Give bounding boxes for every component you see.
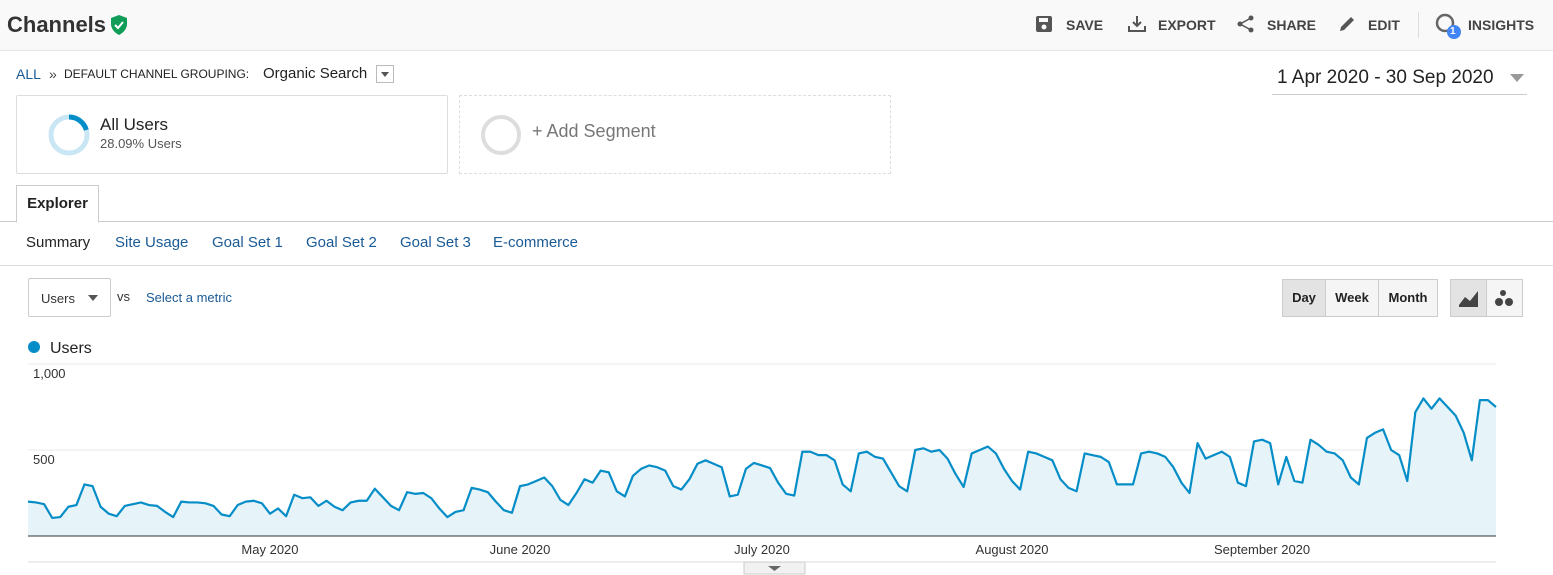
subtab[interactable]: Goal Set 2 — [306, 234, 377, 251]
segment-card[interactable]: All Users 28.09% Users — [16, 95, 448, 174]
motion-chart-toggle[interactable] — [1486, 279, 1523, 317]
x-tick-label: September 2020 — [1214, 542, 1310, 557]
tab-line — [0, 221, 1553, 222]
breadcrumb-grouping: DEFAULT CHANNEL GROUPING: — [64, 67, 250, 81]
header-bar: Channels SAVE EXPORT SHARE EDIT 1 INSIGH… — [0, 0, 1553, 51]
area-fill — [28, 398, 1496, 536]
x-tick-label: August 2020 — [976, 542, 1049, 557]
export-button[interactable]: EXPORT — [1158, 17, 1216, 33]
share-icon[interactable] — [1236, 15, 1256, 33]
metric-label: Users — [41, 291, 75, 306]
edit-button[interactable]: EDIT — [1368, 17, 1400, 33]
breadcrumb-separator: » — [49, 66, 57, 82]
segment-name: All Users — [100, 115, 169, 134]
x-tick-label: June 2020 — [490, 542, 551, 557]
bubble-icon — [1494, 290, 1513, 306]
save-button[interactable]: SAVE — [1066, 17, 1104, 33]
line — [27, 397, 1497, 520]
edit-icon[interactable] — [1338, 15, 1356, 33]
subtab-active[interactable]: Summary — [26, 234, 91, 251]
y-tick-label: 1,000 — [33, 366, 66, 381]
subtab[interactable]: Goal Set 3 — [400, 234, 471, 251]
subtab[interactable]: Site Usage — [115, 234, 189, 251]
legend-label: Users — [50, 340, 92, 357]
breadcrumb-value: Organic Search — [263, 65, 368, 82]
segment-ring — [48, 114, 90, 156]
dropdown[interactable] — [376, 65, 394, 83]
day-button[interactable]: Day — [1282, 279, 1326, 317]
date-underline — [1272, 94, 1527, 95]
x-tick-label: May 2020 — [241, 542, 298, 557]
y-tick-label: 500 — [33, 452, 55, 467]
metric-caret — [88, 295, 98, 301]
subtab-line — [0, 265, 1553, 266]
export-icon[interactable] — [1127, 15, 1147, 33]
save-icon[interactable] — [1035, 15, 1053, 33]
insights-badge: 1 — [1450, 26, 1456, 37]
x-tick-label: July 2020 — [734, 542, 790, 557]
legend-dot — [28, 341, 40, 353]
month-button[interactable]: Month — [1378, 279, 1438, 317]
line-icon — [1458, 291, 1478, 307]
subtab[interactable]: E-commerce — [493, 234, 579, 251]
insights-icon[interactable] — [1435, 13, 1465, 43]
week-button[interactable]: Week — [1325, 279, 1379, 317]
add-segment-ring — [481, 115, 521, 155]
insights-button[interactable]: INSIGHTS — [1468, 17, 1535, 33]
add-segment[interactable]: + Add Segment — [532, 121, 656, 141]
line-chart-toggle[interactable] — [1450, 279, 1487, 317]
explorer-tab[interactable]: Explorer — [16, 185, 99, 223]
breadcrumb-all[interactable]: ALL — [16, 66, 41, 82]
expand-caret — [768, 566, 781, 571]
share-button[interactable]: SHARE — [1267, 17, 1317, 33]
segment-detail: 28.09% Users — [100, 136, 182, 151]
page-title: Channels — [7, 12, 107, 37]
vs-label: vs — [117, 289, 130, 304]
chart: 500 1,000 Users May 2020 June 2020 July 2020 A… — [27, 340, 1497, 575]
date-range[interactable]: 1 Apr 2020 - 30 Sep 2020 — [1277, 67, 1494, 88]
divider — [1418, 12, 1419, 38]
subtab[interactable]: Goal Set 1 — [212, 234, 283, 251]
verified-icon — [111, 15, 127, 35]
metric-select[interactable]: Users — [28, 278, 111, 317]
add-segment-card[interactable]: + Add Segment — [459, 95, 891, 174]
date-dropdown[interactable] — [1508, 72, 1526, 84]
select-metric[interactable]: Select a metric — [146, 290, 232, 305]
